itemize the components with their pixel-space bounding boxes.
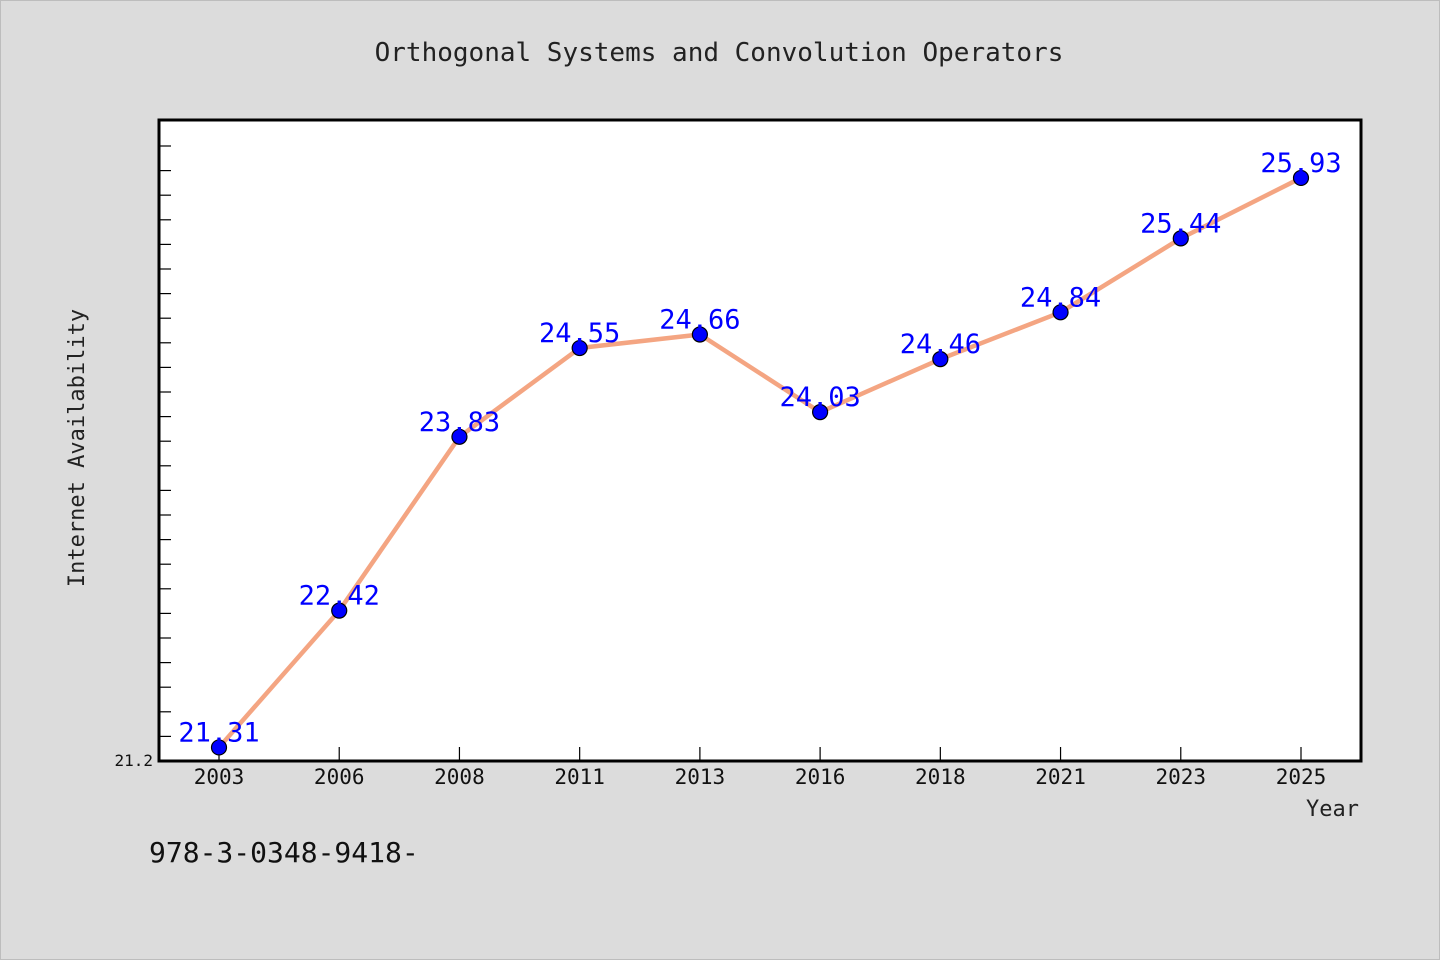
data-point	[1052, 304, 1069, 321]
data-point	[691, 326, 708, 343]
data-point	[210, 739, 228, 756]
series-line	[216, 175, 1304, 750]
plot-area	[157, 118, 1363, 763]
x-tick-label: 2016	[795, 765, 846, 789]
data-label: 24.55	[539, 318, 620, 349]
data-point	[1172, 230, 1189, 247]
data-point	[1292, 169, 1310, 187]
data-label: 25.44	[1140, 208, 1221, 239]
y-axis-ticks	[159, 145, 171, 738]
x-axis-label: Year	[1306, 797, 1359, 822]
x-tick-label: 2011	[554, 765, 605, 789]
data-label: 24.84	[1020, 282, 1101, 313]
data-point	[331, 602, 348, 619]
x-tick-label: 2013	[675, 765, 726, 789]
data-point	[932, 351, 949, 368]
data-label: 24.03	[779, 382, 860, 413]
data-label: 23.83	[419, 407, 500, 438]
y-axis-label: Internet Availability	[65, 309, 90, 587]
x-tick-label: 2018	[915, 765, 966, 789]
series-layer	[210, 169, 1310, 756]
x-tick-label: 2021	[1035, 765, 1086, 789]
data-label: 21.31	[178, 717, 259, 748]
y-tick-label-min: 21.2	[114, 751, 153, 770]
x-axis-ticks: 2003 2006 2008 2011 2013 2016 2018 2021 2023 2025	[194, 747, 1327, 789]
x-tick-label: 2023	[1155, 765, 1206, 789]
data-point	[451, 428, 468, 445]
x-tick-label: 2006	[314, 765, 365, 789]
data-label: 22.42	[299, 581, 380, 612]
x-tick-label: 2025	[1276, 765, 1327, 789]
data-label: 24.46	[900, 329, 981, 360]
data-labels-layer: 21.31 22.42 23.83 24.55 24.66 24.03 24.46 24.84…	[178, 148, 1341, 749]
footer-code: 978-3-0348-9418-	[149, 836, 419, 869]
data-label: 24.66	[659, 304, 740, 335]
data-point	[812, 404, 829, 421]
chart-title: Orthogonal Systems and Convolution Opera…	[375, 38, 1064, 68]
x-tick-label: 2003	[194, 765, 245, 789]
data-label: 25.93	[1260, 148, 1341, 179]
data-point	[571, 339, 588, 357]
x-tick-label: 2008	[434, 765, 485, 789]
